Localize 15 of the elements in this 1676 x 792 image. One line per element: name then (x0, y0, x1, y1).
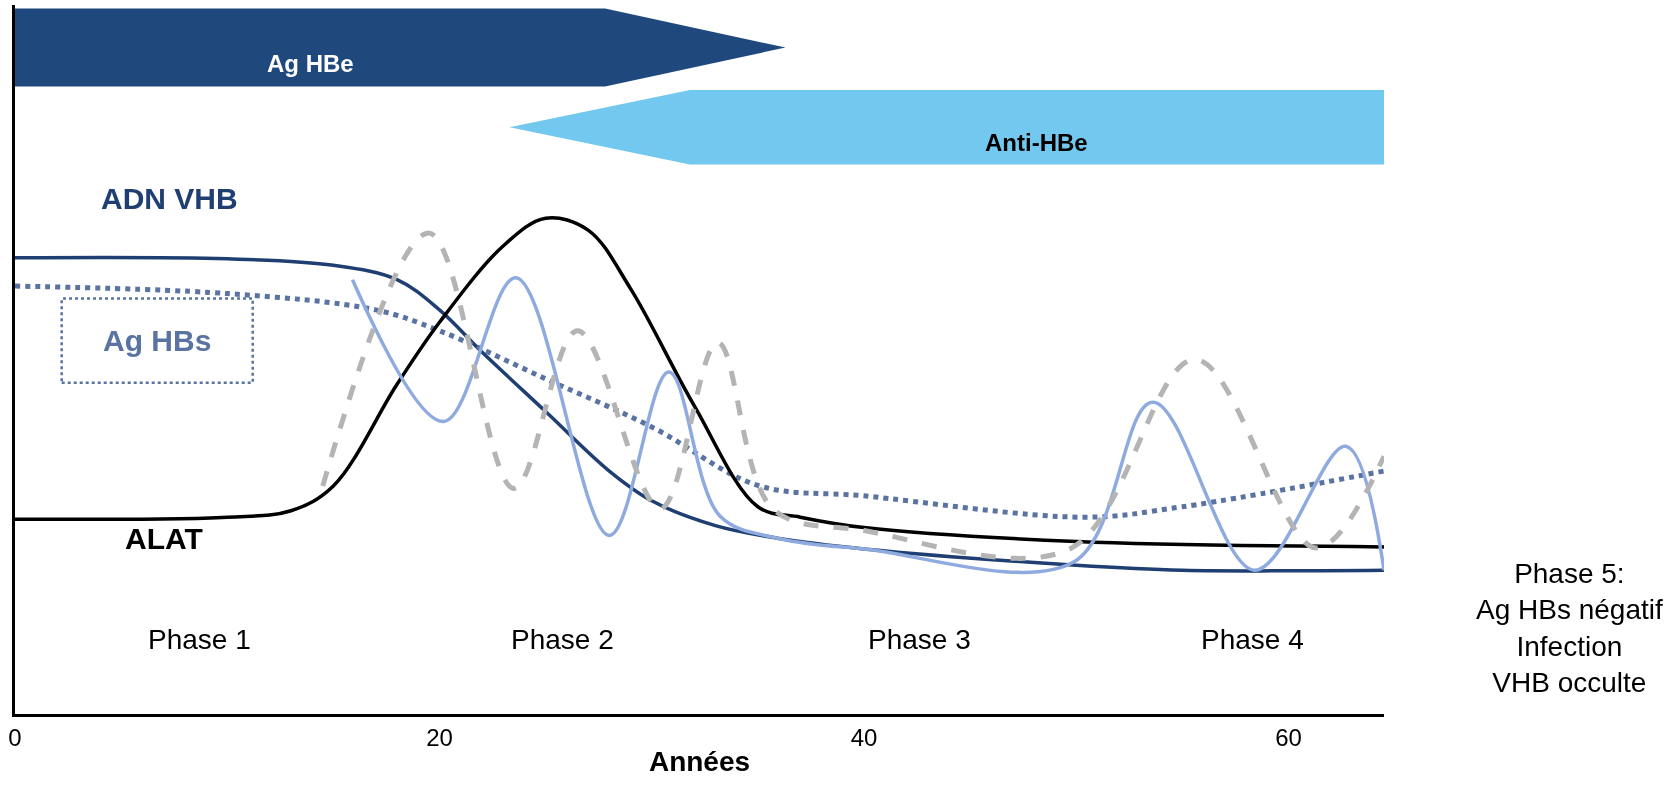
x-tick-label: 20 (426, 723, 453, 751)
x-tick-label: 0 (8, 723, 22, 751)
x-axis-title: Années (648, 745, 751, 777)
series-label: ALAT (125, 522, 203, 555)
series-label: ADN VHB (101, 182, 238, 215)
annotation: Phase 4 (1201, 624, 1304, 655)
annotation: Phase 1 (148, 624, 251, 655)
annotation: Phase 3 (868, 624, 971, 655)
text: Anti-HBe (985, 129, 1088, 156)
text: Ag HBe (267, 50, 354, 77)
x-tick-label: 40 (850, 723, 878, 751)
annotation: Phase 2 (511, 624, 614, 655)
series-label: Ag HBs (103, 324, 212, 357)
text: Phase 5: Ag HBs négatif Infection VHB occulte (1476, 558, 1663, 699)
x-tick-label: 60 (1275, 723, 1302, 751)
